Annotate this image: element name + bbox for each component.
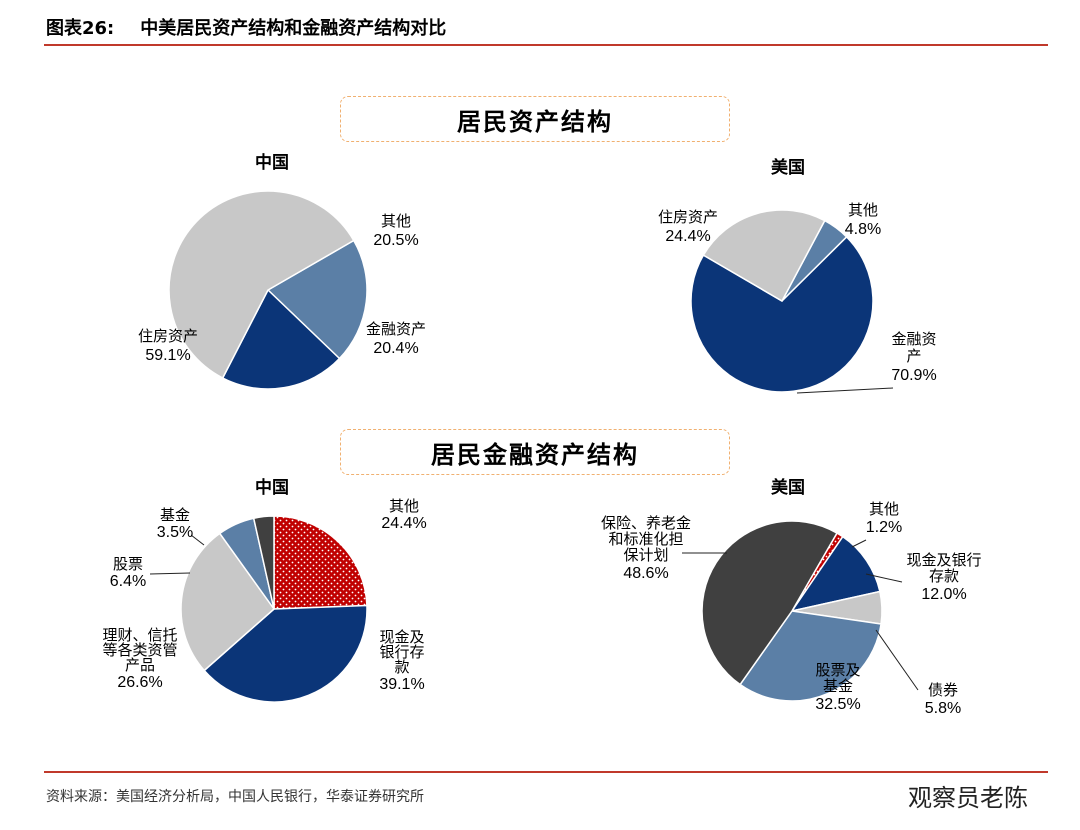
slice-name: 现金及银行存款 [379,628,424,676]
slice-value: 6.4% [110,573,146,590]
slice-name: 其他 [869,500,899,518]
slice-value: 70.9% [891,367,936,384]
pie-slice [180,532,276,672]
slice-value: 24.4% [665,228,710,245]
header-rule [44,44,1048,46]
slice-name: 股票 [113,555,143,573]
leader-line [149,572,191,575]
figure-title: 图表26: 中美居民资产结构和金融资产结构对比 [46,14,446,40]
slice-value: 5.8% [925,700,961,717]
pie-slice [203,604,368,703]
pie-slice [266,239,368,360]
slice-name: 金融资产 [891,330,936,365]
slice-name: 金融资产 [366,320,426,338]
slice-label: 股票6.4% [110,555,146,590]
slice-name: 股票及基金 [815,661,860,695]
slice-label: 金融资产 20.4% [366,320,426,357]
slice-value: 20.5% [373,232,418,249]
slice-label: 金融资产 70.9% [891,330,936,384]
leader-line [875,629,919,691]
chart-title-china-financial: 中国 [255,478,289,498]
leader-line [865,573,903,583]
slice-value: 26.6% [117,674,162,691]
slice-value: 39.1% [379,676,424,693]
source-note: 资料来源：美国经济分析局，中国人民银行，华泰证券研究所 [46,789,424,805]
figure-label: 图表26: [46,18,115,39]
pie-slice [252,515,275,610]
figure-title-text: 中美居民资产结构和金融资产结构对比 [140,18,447,39]
slice-label: 基金3.5% [157,506,193,541]
pie-slice [168,190,355,380]
slice-name: 基金 [160,506,190,524]
pie-slice [273,515,368,610]
pie-slice [221,288,341,390]
slice-value: 24.4% [381,515,426,532]
pie-slice [739,610,882,702]
slice-label: 其他 20.5% [373,212,418,249]
chart-title-us-assets: 美国 [771,158,805,178]
slice-name: 保险、养老金和标准化担保计划 [601,514,691,564]
slice-value: 32.5% [815,696,860,713]
slice-value: 4.8% [845,221,881,238]
slice-label: 债券5.8% [925,681,961,717]
leader-line [796,387,894,394]
slice-label: 住房资产 59.1% [138,327,198,364]
slice-value: 1.2% [866,519,902,536]
slice-name: 其他 [381,212,411,230]
watermark: 观察员老陈 [908,784,1028,812]
slice-name: 其他 [389,497,419,515]
slice-name: 理财、信托等各类资管产品 [102,626,177,674]
slice-label: 其他1.2% [866,500,902,536]
leader-line [851,539,867,548]
slice-value: 3.5% [157,524,193,541]
pie-slice [690,235,874,393]
slice-label: 其他 4.8% [845,201,881,238]
slice-name: 债券 [928,681,958,699]
footer-rule [44,771,1048,773]
slice-name: 其他 [848,201,878,219]
chart-title-china-assets: 中国 [255,153,289,173]
slice-value: 59.1% [145,347,190,364]
section-title-assets: 居民资产结构 [340,96,730,142]
slice-label: 住房资产 24.4% [658,208,718,245]
leader-line [190,534,205,546]
section-title-financial-assets: 居民金融资产结构 [340,429,730,475]
slice-value: 12.0% [921,586,966,603]
pie-slice [701,520,839,686]
pie-slice [790,535,881,613]
pie-slice [702,209,826,303]
slice-name: 住房资产 [658,208,718,226]
slice-value: 20.4% [373,340,418,357]
slice-value: 48.6% [623,565,668,582]
slice-name: 现金及银行存款 [906,551,981,585]
slice-name: 住房资产 [138,327,198,345]
chart-title-us-financial: 美国 [771,478,805,498]
